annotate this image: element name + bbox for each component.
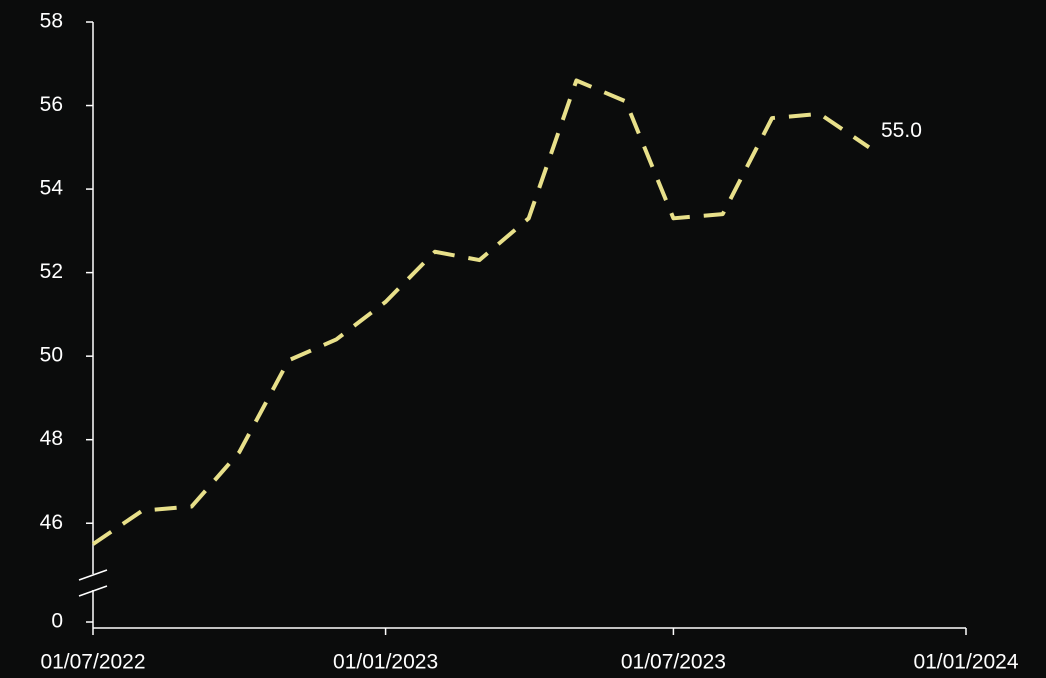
x-tick-label: 01/07/2022 [40, 651, 145, 674]
data-line [91, 78, 871, 546]
x-tick-label: 01/07/2023 [621, 651, 726, 674]
x-tick-label: 01/01/2024 [913, 651, 1018, 674]
data-label: 55.0 [881, 119, 922, 142]
axis-break [78, 569, 108, 581]
y-tick-label: 56 [40, 93, 63, 116]
y-tick-label: 58 [40, 10, 63, 33]
axis-break [78, 585, 108, 597]
x-tick-label: 01/01/2023 [333, 651, 438, 674]
y-tick-label: 50 [40, 344, 63, 367]
y-tick-label: 0 [51, 610, 63, 633]
y-tick-label: 52 [40, 260, 63, 283]
y-tick-label: 46 [40, 511, 63, 534]
y-tick-label: 54 [40, 177, 64, 200]
y-tick-label: 48 [40, 427, 63, 450]
